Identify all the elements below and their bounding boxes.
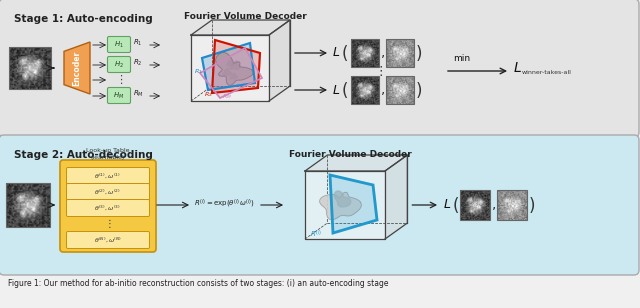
Bar xyxy=(460,190,490,220)
Text: $,$: $,$ xyxy=(380,46,385,60)
Text: $H_M$: $H_M$ xyxy=(113,91,125,101)
Text: Encoder: Encoder xyxy=(72,51,81,86)
Text: $R_1$: $R_1$ xyxy=(194,67,203,76)
Polygon shape xyxy=(191,20,290,35)
Polygon shape xyxy=(64,42,90,94)
Polygon shape xyxy=(385,155,408,239)
Text: $R_2$: $R_2$ xyxy=(133,58,143,68)
Polygon shape xyxy=(223,69,231,75)
Text: $R_2$: $R_2$ xyxy=(204,90,212,99)
Text: $\theta^{(2)},\omega^{(2)}$: $\theta^{(2)},\omega^{(2)}$ xyxy=(95,188,122,197)
FancyBboxPatch shape xyxy=(67,184,150,201)
Bar xyxy=(9,47,51,89)
Polygon shape xyxy=(319,192,362,220)
Polygon shape xyxy=(200,48,262,98)
Text: $H_1$: $H_1$ xyxy=(114,40,124,50)
Polygon shape xyxy=(202,43,255,90)
Text: $R^{(i)}$: $R^{(i)}$ xyxy=(310,228,322,240)
Polygon shape xyxy=(216,53,253,85)
Text: $($: $($ xyxy=(452,195,461,215)
Text: $L$: $L$ xyxy=(332,47,340,59)
Text: $\vdots$: $\vdots$ xyxy=(374,64,383,78)
Text: $R_M$: $R_M$ xyxy=(222,92,232,101)
FancyBboxPatch shape xyxy=(0,0,639,137)
Text: $\theta^{(N)},\omega^{(N)}$: $\theta^{(N)},\omega^{(N)}$ xyxy=(94,236,122,244)
Text: $H_2$: $H_2$ xyxy=(114,60,124,70)
FancyBboxPatch shape xyxy=(67,200,150,217)
Text: winner-takes-all: winner-takes-all xyxy=(522,70,572,75)
Text: $L$: $L$ xyxy=(443,198,451,212)
Polygon shape xyxy=(227,60,234,66)
Bar xyxy=(6,183,50,227)
Bar xyxy=(386,76,414,104)
Text: $R^{(i)}=\exp(\theta^{(i)}\omega^{(i)})$: $R^{(i)}=\exp(\theta^{(i)}\omega^{(i)})$ xyxy=(194,198,255,210)
Text: $\vdots$: $\vdots$ xyxy=(104,217,112,230)
Polygon shape xyxy=(330,175,377,233)
Text: $)$: $)$ xyxy=(415,43,422,63)
Text: $($: $($ xyxy=(341,43,349,63)
Bar xyxy=(351,76,379,104)
FancyBboxPatch shape xyxy=(67,232,150,249)
Polygon shape xyxy=(191,35,269,101)
Text: $L$: $L$ xyxy=(332,83,340,96)
Polygon shape xyxy=(334,191,351,207)
Text: $($: $($ xyxy=(341,80,349,100)
Text: $\theta^{(1)},\omega^{(1)}$: $\theta^{(1)},\omega^{(1)}$ xyxy=(95,172,122,180)
FancyBboxPatch shape xyxy=(108,56,131,72)
FancyBboxPatch shape xyxy=(0,135,639,275)
Text: Fourier Volume Decoder: Fourier Volume Decoder xyxy=(184,12,307,21)
Text: $)$: $)$ xyxy=(528,195,535,215)
Polygon shape xyxy=(305,171,385,239)
Text: $R_M$: $R_M$ xyxy=(133,89,144,99)
Text: min: min xyxy=(453,54,470,63)
Text: $L$: $L$ xyxy=(513,61,522,75)
FancyBboxPatch shape xyxy=(108,87,131,103)
Text: $R_1$: $R_1$ xyxy=(133,38,143,48)
Polygon shape xyxy=(230,61,241,70)
Text: Fourier Volume Decoder: Fourier Volume Decoder xyxy=(289,150,412,159)
Text: Stage 1: Auto-encoding: Stage 1: Auto-encoding xyxy=(14,14,153,24)
Text: $,$: $,$ xyxy=(380,83,385,97)
Bar xyxy=(351,39,379,67)
Text: $)$: $)$ xyxy=(415,80,422,100)
Bar xyxy=(497,190,527,220)
FancyBboxPatch shape xyxy=(108,37,131,52)
Text: Stage 2: Auto-decoding: Stage 2: Auto-decoding xyxy=(14,150,153,160)
Text: Look-up Table
(learnable): Look-up Table (learnable) xyxy=(86,148,130,160)
Text: $\vdots$: $\vdots$ xyxy=(115,74,123,87)
Polygon shape xyxy=(305,155,408,171)
Bar xyxy=(386,39,414,67)
Polygon shape xyxy=(212,40,260,93)
Text: Figure 1: Our method for ab-initio reconstruction consists of two stages: (i) an: Figure 1: Our method for ab-initio recon… xyxy=(8,279,388,288)
Text: $\theta^{(3)},\omega^{(3)}$: $\theta^{(3)},\omega^{(3)}$ xyxy=(95,204,122,213)
Polygon shape xyxy=(230,73,237,79)
Polygon shape xyxy=(269,20,290,101)
FancyBboxPatch shape xyxy=(67,168,150,184)
Text: $,$: $,$ xyxy=(491,198,496,212)
FancyBboxPatch shape xyxy=(60,160,156,252)
